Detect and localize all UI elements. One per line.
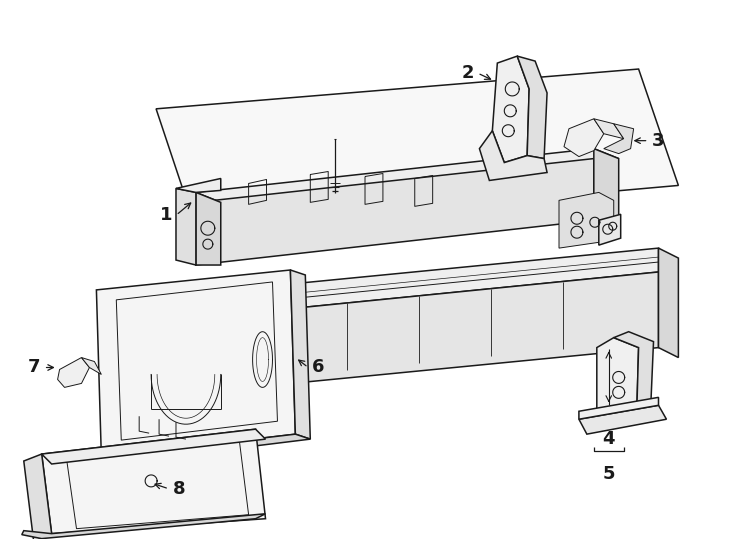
Polygon shape bbox=[57, 357, 90, 387]
Polygon shape bbox=[42, 429, 266, 464]
Text: 8: 8 bbox=[172, 480, 185, 498]
Polygon shape bbox=[176, 179, 221, 192]
Polygon shape bbox=[156, 69, 678, 228]
Polygon shape bbox=[479, 131, 547, 180]
Polygon shape bbox=[658, 248, 678, 357]
Polygon shape bbox=[614, 332, 653, 417]
Polygon shape bbox=[179, 272, 658, 394]
Polygon shape bbox=[493, 56, 529, 163]
Polygon shape bbox=[42, 429, 266, 534]
Text: 4: 4 bbox=[603, 430, 615, 448]
Text: 1: 1 bbox=[160, 206, 172, 224]
Text: 6: 6 bbox=[312, 359, 324, 376]
Polygon shape bbox=[67, 435, 249, 529]
Polygon shape bbox=[599, 214, 621, 245]
Polygon shape bbox=[81, 357, 101, 374]
Polygon shape bbox=[101, 434, 310, 463]
Polygon shape bbox=[159, 295, 179, 400]
Polygon shape bbox=[579, 406, 666, 434]
Polygon shape bbox=[517, 56, 547, 159]
Polygon shape bbox=[594, 148, 619, 220]
Text: 2: 2 bbox=[461, 64, 473, 82]
Polygon shape bbox=[559, 192, 614, 248]
Text: 5: 5 bbox=[603, 465, 615, 483]
Text: 3: 3 bbox=[653, 132, 665, 150]
Polygon shape bbox=[594, 119, 624, 139]
Polygon shape bbox=[196, 192, 221, 265]
Polygon shape bbox=[291, 270, 310, 439]
Polygon shape bbox=[604, 124, 633, 153]
Polygon shape bbox=[564, 119, 604, 157]
Text: 7: 7 bbox=[27, 359, 40, 376]
Polygon shape bbox=[579, 397, 658, 419]
Polygon shape bbox=[196, 159, 594, 265]
Polygon shape bbox=[116, 282, 277, 440]
Polygon shape bbox=[96, 270, 295, 457]
Polygon shape bbox=[176, 188, 196, 265]
Polygon shape bbox=[22, 514, 266, 538]
Polygon shape bbox=[23, 454, 51, 540]
Polygon shape bbox=[179, 248, 658, 320]
Polygon shape bbox=[196, 148, 619, 202]
Polygon shape bbox=[597, 338, 639, 427]
